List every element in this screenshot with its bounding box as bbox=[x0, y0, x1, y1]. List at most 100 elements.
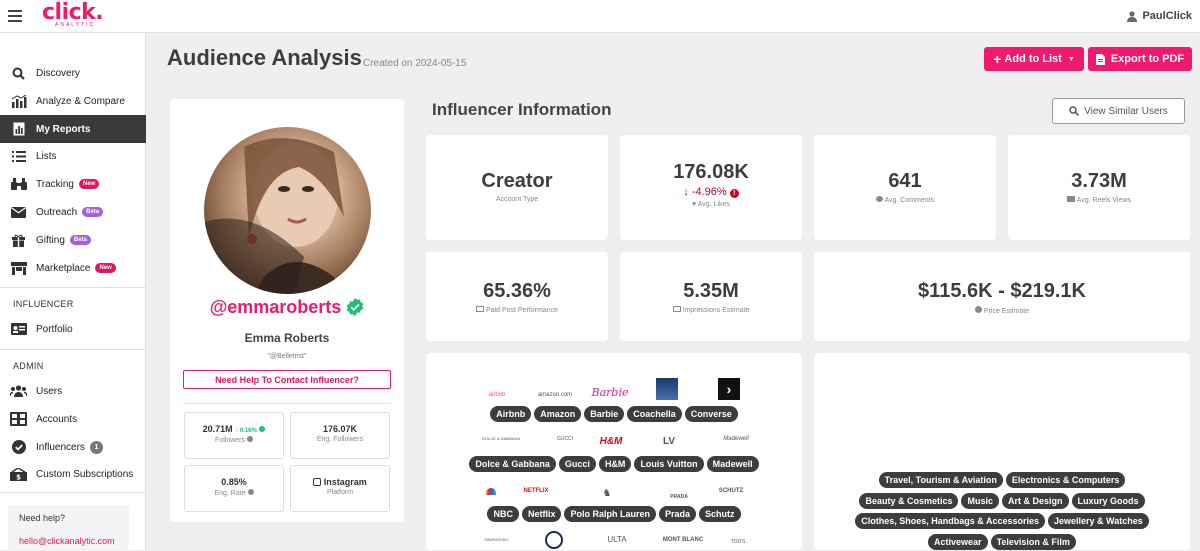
followers-label: Followers bbox=[215, 437, 245, 444]
info-icon[interactable] bbox=[246, 436, 253, 442]
price-estimate-card: $115.6K - $219.1K Price Estimate bbox=[814, 252, 1190, 341]
converse-logo: › bbox=[698, 378, 760, 402]
avg-comments-value: 641 bbox=[888, 170, 922, 192]
impressions-value: 5.35M bbox=[683, 280, 739, 302]
report-icon bbox=[10, 122, 27, 136]
impressions-label: Impressions Estimate bbox=[682, 307, 750, 314]
section-admin: ADMIN bbox=[13, 361, 44, 371]
sidebar-item-outreach[interactable]: Outreach Beta bbox=[0, 198, 146, 226]
schutz-logo: SCHUTZ bbox=[718, 488, 744, 494]
brand-affinity-card: airbnb amazon.com Barbie › Airbnb Amazon… bbox=[426, 353, 802, 550]
brand-chip: Polo Ralph Lauren bbox=[564, 506, 656, 522]
info-icon[interactable] bbox=[247, 489, 254, 495]
menu-icon[interactable] bbox=[8, 10, 22, 22]
swarovski-logo: SWAROVSKI bbox=[483, 537, 509, 542]
amazon-logo: amazon.com bbox=[537, 392, 573, 398]
brand-chip: Amazon bbox=[534, 406, 582, 422]
user-menu[interactable]: PaulClick bbox=[1127, 10, 1192, 22]
influencer-handle[interactable]: @emmaroberts bbox=[170, 297, 404, 318]
view-similar-users-button[interactable]: View Similar Users bbox=[1052, 98, 1185, 124]
sidebar-item-label: Accounts bbox=[36, 413, 78, 425]
platform-label: Platform bbox=[326, 489, 354, 496]
interest-chips-row-2: Beauty & Cosmetics Music Art & Design Lu… bbox=[814, 493, 1190, 509]
interest-chip: Travel, Tourism & Aviation bbox=[878, 472, 1003, 488]
sidebar-item-label: Tracking bbox=[36, 178, 74, 190]
portfolio-icon bbox=[10, 322, 27, 336]
interest-chip: Television & Film bbox=[990, 534, 1076, 550]
brand-chip: Louis Vuitton bbox=[634, 456, 704, 472]
avg-reels-card: 3.73M Avg. Reels Views bbox=[1008, 135, 1190, 240]
avg-reels-label: Avg. Reels Views bbox=[1076, 197, 1131, 204]
tory-burch-logo bbox=[526, 531, 582, 551]
louis-vuitton-logo: LV bbox=[662, 436, 676, 447]
comment-icon bbox=[875, 196, 883, 202]
interest-chip: Electronics & Computers bbox=[1005, 472, 1126, 488]
post-icon bbox=[476, 306, 485, 312]
sidebar-item-label: Custom Subscriptions bbox=[36, 468, 134, 480]
sidebar-item-discovery[interactable]: Discovery bbox=[0, 59, 146, 87]
envelope-icon bbox=[10, 205, 27, 219]
search-icon bbox=[1069, 106, 1080, 116]
interest-chip: Beauty & Cosmetics bbox=[859, 493, 959, 509]
eng-rate-value: 0.85% bbox=[221, 477, 247, 487]
gucci-logo: GUCCI bbox=[556, 436, 574, 442]
avg-reels-value: 3.73M bbox=[1071, 170, 1127, 192]
sidebar-item-custom-subscriptions[interactable]: $ Custom Subscriptions bbox=[0, 460, 146, 488]
brand-logos-row: SWAROVSKI ULTA MONT BLANC TOD'S bbox=[426, 531, 802, 551]
sidebar-item-analyze[interactable]: Analyze & Compare bbox=[0, 87, 146, 115]
heart-icon: ♥ bbox=[692, 201, 697, 208]
add-to-list-button[interactable]: + Add to List ▼ bbox=[984, 47, 1084, 71]
brand-chip: NBC bbox=[487, 506, 519, 522]
sidebar-item-my-reports[interactable]: My Reports bbox=[0, 115, 146, 143]
file-pdf-icon bbox=[1095, 53, 1105, 65]
sidebar-item-accounts[interactable]: Accounts bbox=[0, 405, 146, 433]
sidebar-item-tracking[interactable]: Tracking New bbox=[0, 170, 146, 198]
nbc-logo bbox=[471, 488, 511, 500]
sidebar-item-marketplace[interactable]: Marketplace New bbox=[0, 254, 146, 282]
plus-icon: + bbox=[993, 51, 1002, 67]
sidebar-item-influencers[interactable]: Influencers 1 bbox=[0, 433, 146, 461]
platform-value: Instagram bbox=[323, 477, 367, 487]
hm-logo: H&M bbox=[599, 436, 623, 447]
price-value: $115.6K - $219.1K bbox=[918, 280, 1086, 302]
sidebar-item-label: Discovery bbox=[36, 67, 80, 79]
sidebar-item-portfolio[interactable]: Portfolio bbox=[0, 315, 146, 343]
sidebar: Discovery Analyze & Compare My Reports L… bbox=[0, 33, 146, 550]
help-email-link[interactable]: hello@clickanalytic.com bbox=[19, 536, 115, 546]
list-icon bbox=[10, 149, 27, 163]
alert-icon[interactable]: ! bbox=[729, 189, 739, 198]
interest-chips-row-1: Travel, Tourism & Aviation Electronics &… bbox=[814, 472, 1190, 488]
brand-chips-row-2: Dolce & Gabbana Gucci H&M Louis Vuitton … bbox=[426, 456, 802, 472]
chart-icon bbox=[10, 94, 27, 108]
export-pdf-button[interactable]: Export to PDF bbox=[1088, 47, 1192, 71]
count-badge: 1 bbox=[89, 440, 103, 454]
section-title: Influencer Information bbox=[432, 100, 612, 119]
sidebar-item-users[interactable]: Users bbox=[0, 377, 146, 405]
brand-chip: Schutz bbox=[699, 506, 741, 522]
account-type-label: Account Type bbox=[495, 196, 539, 203]
ulta-logo: ULTA bbox=[607, 535, 627, 544]
top-bar: click. ANALYTIC PaulClick bbox=[0, 0, 1200, 33]
tods-logo: TOD'S bbox=[730, 539, 746, 545]
avg-comments-label: Avg. Comments bbox=[884, 197, 935, 204]
beta-badge: Beta bbox=[82, 207, 104, 217]
sidebar-item-label: Portfolio bbox=[36, 323, 73, 335]
interest-chip: Activewear bbox=[928, 534, 988, 550]
logo[interactable]: click. bbox=[42, 0, 104, 25]
brand-chip: Barbie bbox=[584, 406, 625, 422]
account-type-card: Creator Account Type bbox=[426, 135, 608, 240]
brand-chip: Madewell bbox=[706, 456, 759, 472]
impressions-card: 5.35M Impressions Estimate bbox=[620, 252, 802, 341]
avg-likes-change: ↓ -4.96% ! bbox=[620, 186, 802, 198]
sidebar-item-lists[interactable]: Lists bbox=[0, 142, 146, 170]
sidebar-item-label: Users bbox=[36, 385, 63, 397]
up-circle-icon bbox=[259, 426, 266, 432]
brand-chip: Prada bbox=[659, 506, 697, 522]
brand-chips-row-3: NBC Netflix Polo Ralph Lauren Prada Schu… bbox=[426, 506, 802, 522]
sidebar-item-gifting[interactable]: Gifting Beta bbox=[0, 226, 146, 254]
contact-influencer-button[interactable]: Need Help To Contact Influencer? bbox=[183, 370, 391, 389]
video-icon bbox=[1067, 196, 1076, 202]
profile-card: @emmaroberts Emma Roberts "@Belletrist" … bbox=[170, 99, 404, 522]
divider bbox=[183, 403, 391, 404]
airbnb-logo: airbnb bbox=[488, 392, 506, 398]
